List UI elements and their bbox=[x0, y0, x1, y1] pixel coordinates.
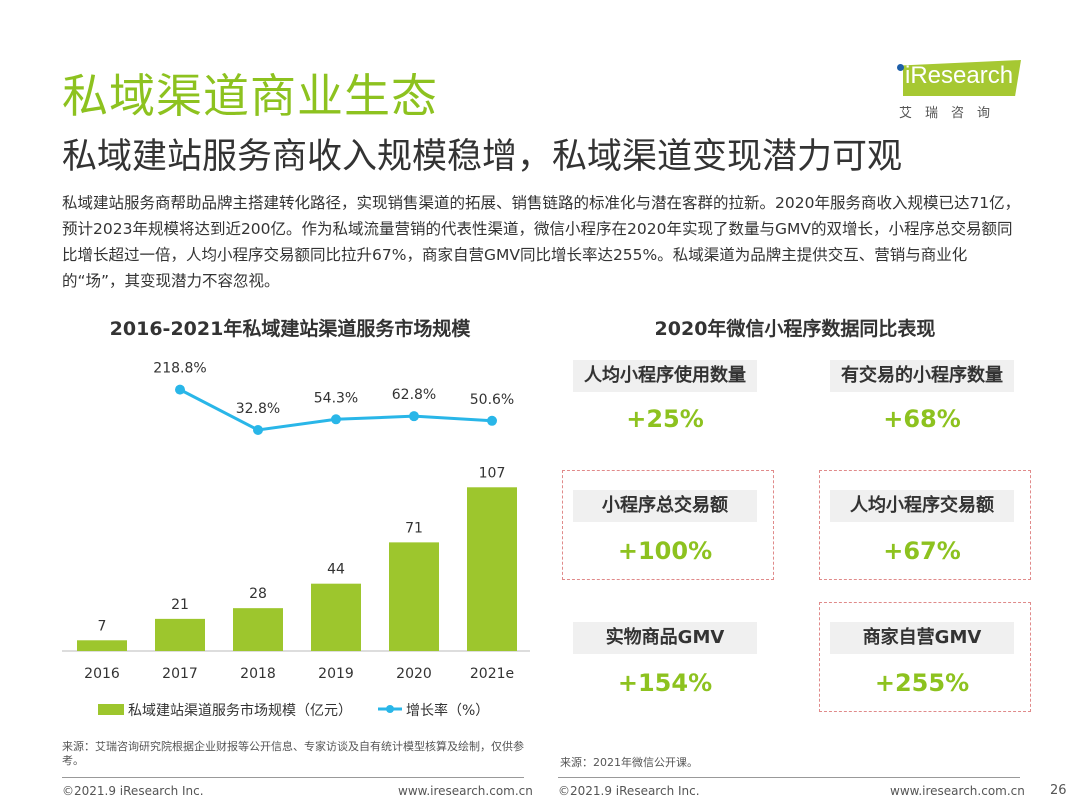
metric-value: +68% bbox=[883, 405, 961, 433]
url-right[interactable]: www.iresearch.com.cn bbox=[890, 784, 1025, 798]
body-paragraph: 私域建站服务商帮助品牌主搭建转化路径，实现销售渠道的拓展、销售链路的标准化与潜在… bbox=[62, 194, 1021, 290]
panel-title: 2020年微信小程序数据同比表现 bbox=[654, 318, 936, 340]
page-subtitle: 私域建站服务商收入规模稳增，私域渠道变现潜力可观 bbox=[62, 137, 903, 177]
growth-point bbox=[253, 425, 263, 436]
metric-value: +255% bbox=[874, 669, 970, 697]
legend-line-marker bbox=[386, 705, 394, 713]
highlight-frame bbox=[819, 470, 1031, 580]
x-tick-label: 2018 bbox=[240, 666, 276, 682]
bar-value-label: 44 bbox=[327, 562, 345, 578]
url-left[interactable]: www.iresearch.com.cn bbox=[398, 784, 533, 798]
metric-value: +67% bbox=[883, 537, 961, 565]
highlight-frame bbox=[562, 470, 774, 580]
page-title: 私域渠道商业生态 bbox=[62, 69, 438, 123]
growth-label: 218.8% bbox=[153, 361, 206, 377]
metric-value: +25% bbox=[626, 405, 704, 433]
legend-line-label: 增长率（%） bbox=[406, 702, 489, 719]
iresearch-logo: iResearch 艾瑞咨询 bbox=[895, 58, 1025, 121]
x-tick-label: 2017 bbox=[162, 666, 198, 682]
metric-label: 商家自营GMV bbox=[830, 622, 1014, 654]
metric-value: +154% bbox=[617, 669, 713, 697]
bar-value-label: 107 bbox=[479, 465, 506, 481]
bar bbox=[389, 542, 439, 651]
bar bbox=[155, 618, 205, 651]
divider bbox=[62, 777, 524, 778]
source-left: 来源：艾瑞咨询研究院根据企业财报等公开信息、专家访谈及自有统计模型核算及绘制，仅… bbox=[62, 740, 524, 767]
bar-value-label: 21 bbox=[171, 597, 189, 613]
metric-value: +100% bbox=[617, 537, 713, 565]
bar bbox=[467, 487, 517, 651]
growth-point bbox=[175, 384, 185, 395]
growth-point bbox=[331, 414, 341, 425]
metric-label: 有交易的小程序数量 bbox=[830, 360, 1014, 392]
metric-label: 实物商品GMV bbox=[573, 622, 757, 654]
x-tick-label: 2020 bbox=[396, 666, 432, 682]
page-number: 26 bbox=[1050, 783, 1067, 798]
chart-title: 2016-2021年私域建站渠道服务市场规模 bbox=[109, 318, 471, 340]
legend-bar-swatch bbox=[98, 704, 124, 715]
market-size-chart: 7 2016 21 2017 28 2018 44 2019 71 2020 107 2021e 218… bbox=[62, 361, 530, 719]
x-tick-label: 2021e bbox=[470, 666, 514, 682]
x-tick-label: 2019 bbox=[318, 666, 354, 682]
metric-label: 人均小程序交易额 bbox=[830, 490, 1014, 522]
highlight-frame bbox=[819, 602, 1031, 712]
x-tick-label: 2016 bbox=[84, 666, 120, 682]
bar bbox=[233, 608, 283, 651]
growth-point bbox=[409, 411, 419, 422]
growth-point bbox=[487, 415, 497, 426]
legend-bar-label: 私域建站渠道服务市场规模（亿元） bbox=[128, 702, 352, 719]
bar bbox=[311, 583, 361, 651]
divider bbox=[558, 777, 1020, 778]
bar-value-label: 71 bbox=[405, 520, 423, 536]
growth-label: 62.8% bbox=[392, 387, 436, 403]
metric-label: 小程序总交易额 bbox=[573, 490, 757, 522]
metric-label: 人均小程序使用数量 bbox=[573, 360, 757, 392]
logo-text: iResearch bbox=[905, 62, 1014, 89]
bar-value-label: 28 bbox=[249, 586, 267, 602]
growth-label: 50.6% bbox=[470, 392, 514, 408]
copyright-left: ©2021.9 iResearch Inc. bbox=[62, 784, 204, 798]
growth-label: 32.8% bbox=[236, 401, 280, 417]
copyright-right: ©2021.9 iResearch Inc. bbox=[558, 784, 700, 798]
growth-label: 54.3% bbox=[314, 390, 358, 406]
bar bbox=[77, 640, 127, 651]
logo-cn: 艾瑞咨询 bbox=[899, 106, 1004, 121]
bar-value-label: 7 bbox=[98, 618, 107, 634]
source-right: 来源：2021年微信公开课。 bbox=[560, 756, 698, 769]
